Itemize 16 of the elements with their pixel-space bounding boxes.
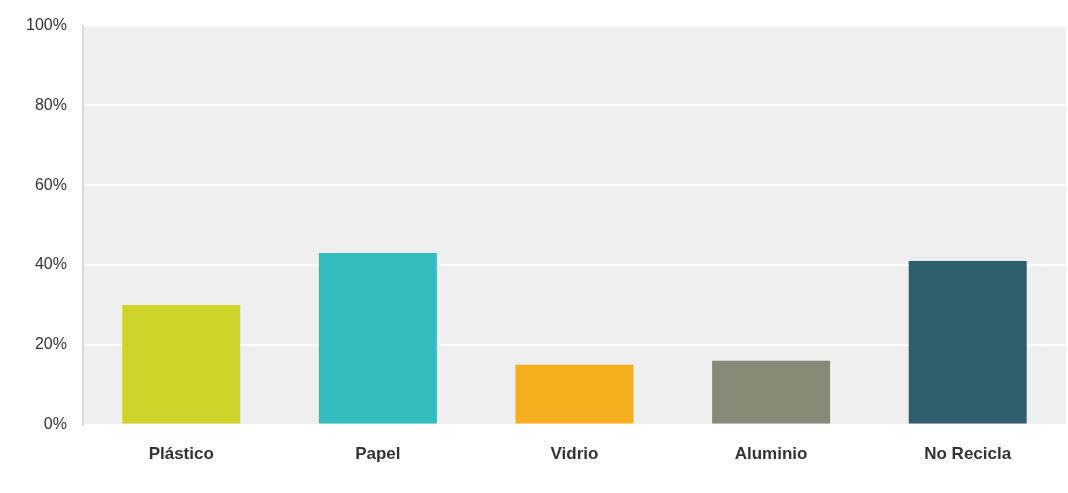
bar	[908, 261, 1027, 424]
y-tick-label: 0%	[43, 415, 67, 433]
bar	[122, 304, 241, 424]
x-tick-label: Vidrio	[550, 444, 599, 464]
y-tick-label: 40%	[34, 255, 67, 273]
x-tick-label: Aluminio	[734, 444, 808, 464]
x-tick-label: Papel	[355, 444, 401, 464]
bar	[515, 364, 634, 424]
x-tick-label: Plástico	[148, 444, 214, 464]
y-tick-label: 100%	[26, 16, 67, 34]
y-tick-label: 20%	[34, 335, 67, 353]
bar	[712, 360, 831, 424]
y-tick-label: 60%	[34, 175, 67, 193]
bar	[318, 253, 437, 424]
x-tick-label: No Recicla	[924, 444, 1012, 464]
y-tick-label: 80%	[34, 95, 67, 113]
